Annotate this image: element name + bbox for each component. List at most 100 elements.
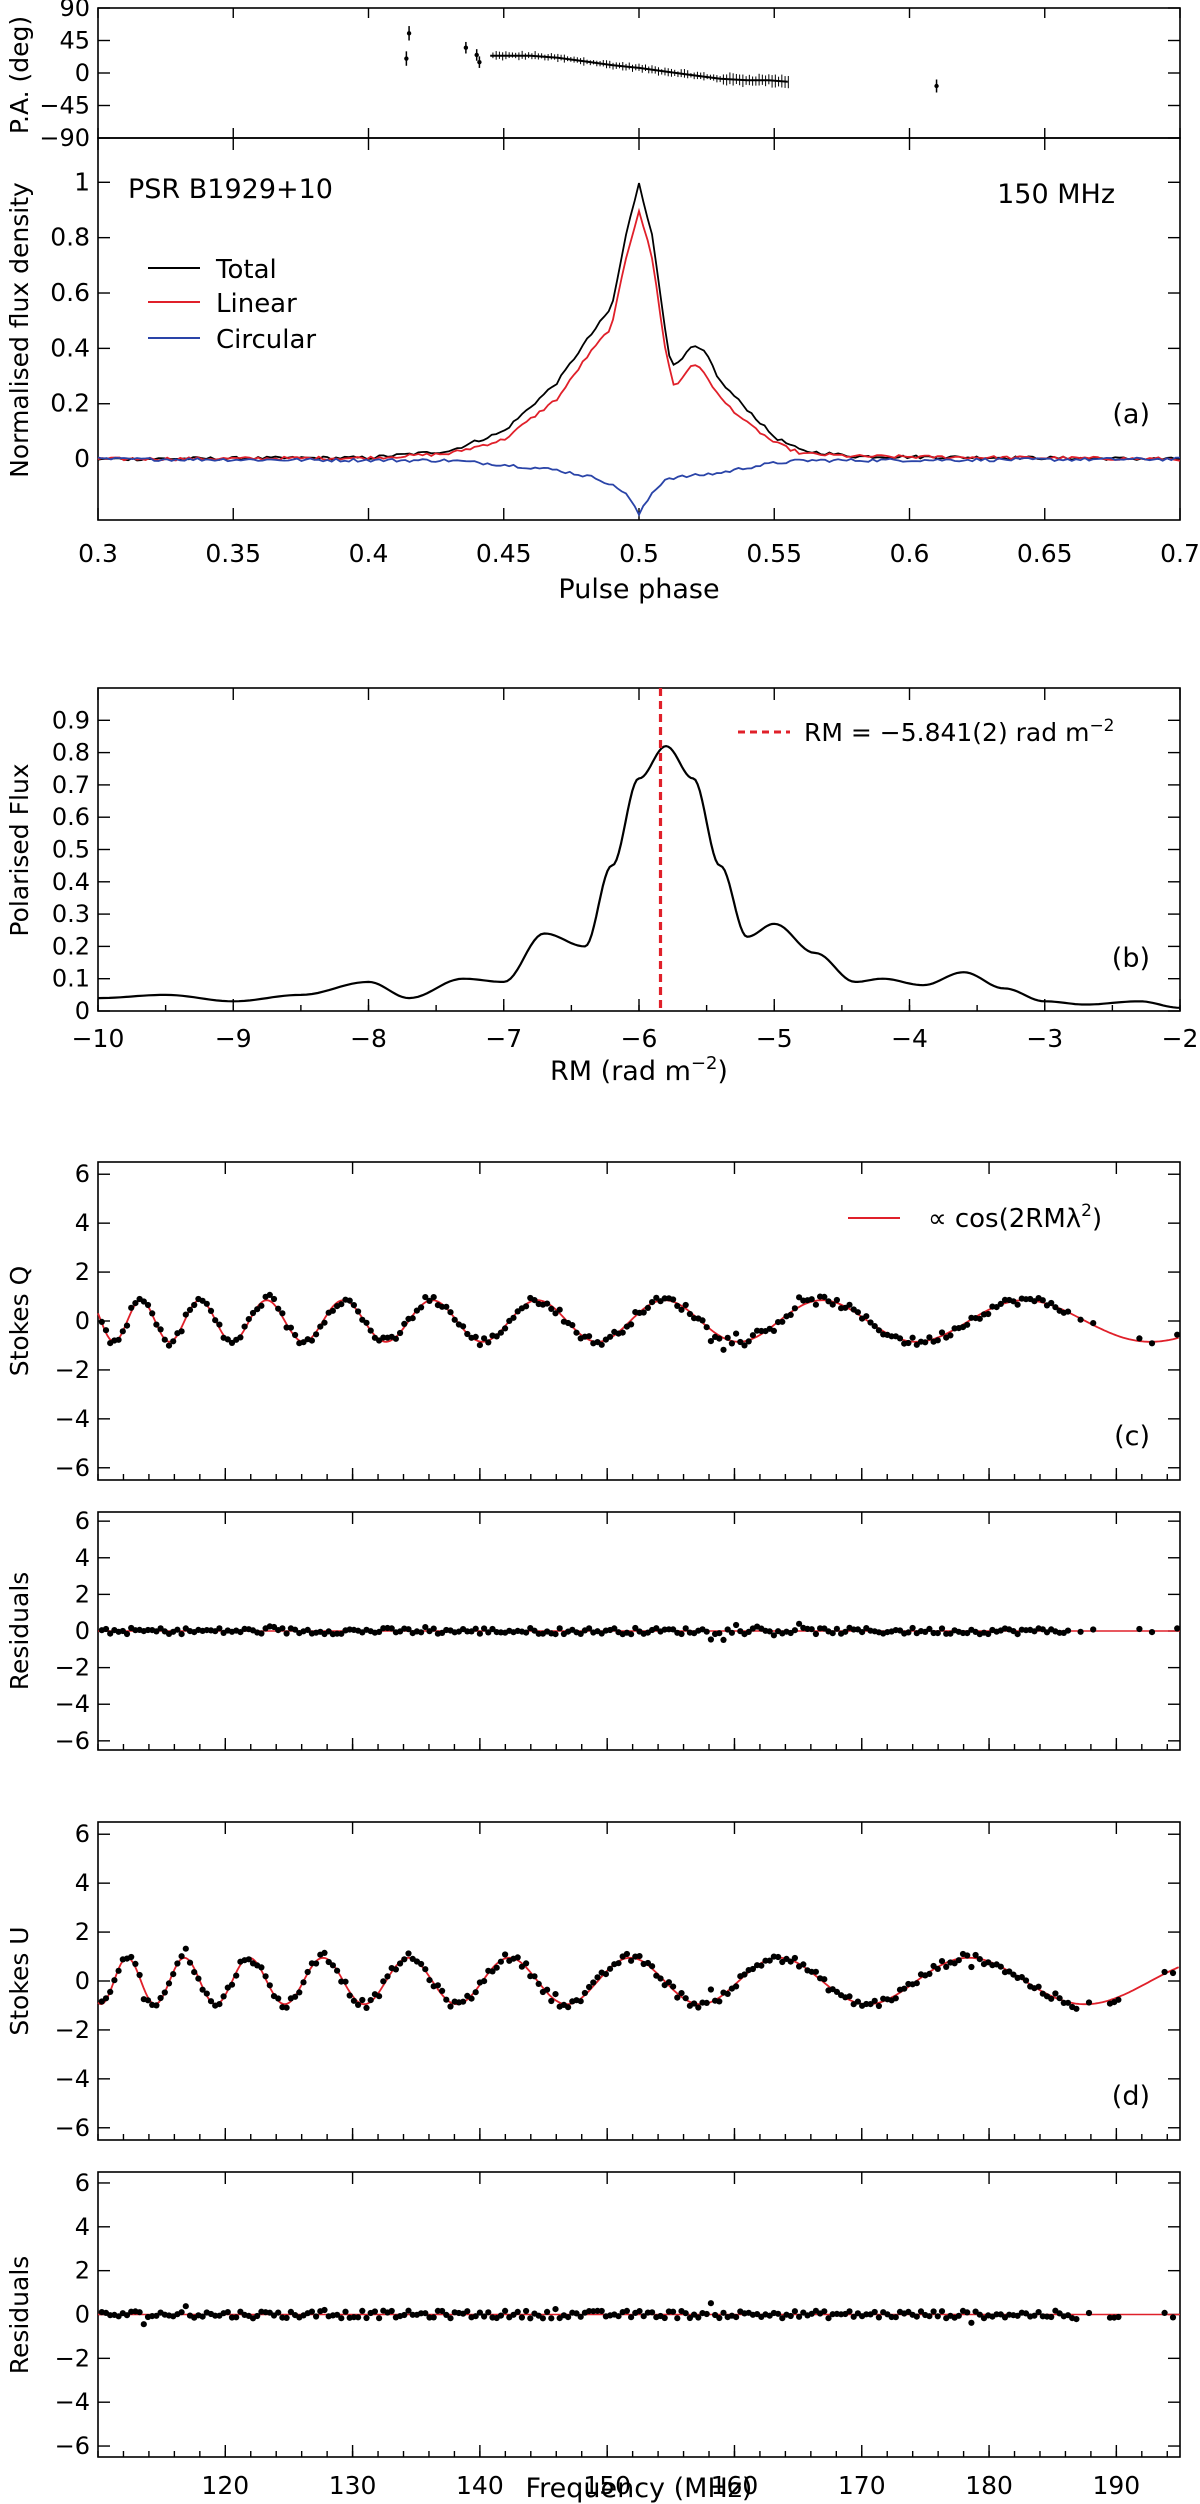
stokes-u-data-point	[682, 1995, 689, 2002]
q-residuals-ytick-label: 0	[75, 1617, 90, 1645]
q-residuals-ytick-label: 2	[75, 1580, 90, 1608]
q-residuals-data-point	[926, 1625, 933, 1632]
stokes-u-ytick-label: −2	[55, 2016, 90, 2044]
u-residuals-ytick-label: 4	[75, 2213, 90, 2241]
pa-ylabel: P.A. (deg)	[5, 16, 34, 134]
pa-point	[474, 52, 479, 58]
q-residuals-data-point	[670, 1626, 677, 1633]
stokes-q-data-point	[926, 1334, 933, 1341]
u-residuals-data-point	[497, 2312, 504, 2319]
stokes-u-data-point	[468, 1995, 475, 2002]
stokes-u-data-point	[1169, 1969, 1177, 1977]
u-residuals-data-point	[875, 2314, 883, 2321]
stokes-q-data-point	[237, 1334, 244, 1341]
q-residuals-data-point	[766, 1628, 773, 1635]
stokes-u-data-point	[266, 1982, 273, 1989]
stokes-u-data-point	[355, 2001, 362, 2008]
u-residuals-data-point	[485, 2309, 492, 2316]
rm-ylabel: Polarised Flux	[5, 763, 34, 936]
stokes-u-ytick-label: 4	[75, 1869, 90, 1897]
u-residuals-data-point	[502, 2307, 509, 2314]
stokes-q-data-point	[1039, 1297, 1046, 1304]
u-residuals-xtick-label: 190	[1092, 2471, 1140, 2500]
u-residuals-data-point	[363, 2314, 370, 2322]
stokes-q-data-point	[741, 1342, 748, 1349]
u-residuals-data-point	[917, 2308, 925, 2315]
stokes-u-data-point	[535, 1980, 542, 1987]
pa-point	[477, 59, 482, 65]
stokes-q-data-point	[165, 1342, 173, 1349]
stokes-q-data-point	[270, 1295, 278, 1303]
stokes-q-data-point	[749, 1332, 757, 1339]
q-residuals-data-point	[388, 1625, 395, 1632]
u-residuals-data-point	[791, 2308, 799, 2315]
u-residuals-data-point	[523, 2307, 530, 2315]
stokes-u-data-point	[871, 1997, 878, 2004]
u-residuals-data-point	[1161, 2309, 1168, 2316]
profile-ytick-label: 1	[74, 167, 90, 196]
stokes-q-data-point	[531, 1297, 538, 1304]
u-residuals-xtick-label: 170	[838, 2471, 886, 2500]
q-residuals-data-point	[174, 1626, 181, 1633]
legend-linear-label: Linear	[216, 289, 297, 319]
stokes-q-data-point	[598, 1341, 605, 1348]
stokes-q-data-point	[123, 1322, 131, 1329]
u-residuals-data-point	[695, 2314, 702, 2321]
pa-point	[934, 83, 939, 89]
profile-xtick-label: 0.7	[1160, 539, 1200, 568]
profile-ytick-label: 0.6	[50, 278, 90, 307]
u-residuals-ytick-label: −4	[55, 2388, 90, 2416]
stokes-u-data-point	[926, 1970, 933, 1977]
stokes-q-data-point	[102, 1327, 110, 1334]
stokes-q-data-point	[418, 1304, 425, 1311]
stokes-q-data-point	[144, 1301, 152, 1309]
stokes-q-data-point	[249, 1309, 257, 1317]
q-residuals-data-point	[628, 1631, 635, 1638]
stokes-q-data-point	[128, 1304, 135, 1311]
q-residuals-data-point	[472, 1625, 479, 1632]
q-residuals-ytick-label: −6	[55, 1727, 90, 1755]
u-residuals-data-point	[577, 2313, 584, 2320]
stokes-u-data-point	[800, 1961, 807, 1968]
pa-ytick-label: 0	[75, 59, 90, 87]
stokes-q-data-point	[207, 1307, 215, 1314]
u-residuals-data-point	[447, 2315, 454, 2322]
q-residuals-data-point	[947, 1630, 954, 1637]
stokes-q-data-point	[392, 1335, 399, 1342]
stokes-q-data-point	[292, 1331, 299, 1339]
stokes-q-data-point	[997, 1300, 1004, 1307]
u-residuals-ytick-label: 2	[75, 2257, 90, 2285]
q-residuals-data-point	[178, 1631, 185, 1638]
u-residuals-data-point	[1031, 2312, 1038, 2319]
stokes-u-data-point	[955, 1957, 962, 1964]
q-residuals-data-point	[985, 1630, 992, 1638]
stokes-u-data-point	[334, 1967, 341, 1974]
stokes-q-data-point	[686, 1310, 694, 1318]
profile-xtick-label: 0.4	[349, 539, 389, 568]
stokes-u-data-point	[749, 1965, 757, 1973]
stokes-q-data-point	[724, 1334, 731, 1341]
u-residuals-data-point	[464, 2308, 471, 2315]
profile-ylabel: Normalised flux density	[5, 182, 34, 478]
stokes-u-data-point	[111, 1977, 118, 1984]
rm-xtick-label: −9	[215, 1024, 252, 1053]
u-residuals-xtick-label: 140	[456, 2471, 504, 2500]
u-residuals-data-point	[527, 2315, 534, 2322]
q-residuals-data-point	[292, 1626, 299, 1633]
stokes-u-data-point	[636, 1953, 643, 1960]
u-residuals-data-point	[476, 2309, 483, 2316]
stokes-q-data-point	[770, 1327, 778, 1334]
stokes-u-data-point	[350, 1997, 357, 2004]
stokes-u-data-point	[422, 1966, 429, 1973]
q-residuals-data-point	[796, 1620, 803, 1627]
u-residuals-data-point	[913, 2313, 920, 2320]
stokes-q-data-point	[846, 1301, 853, 1308]
stokes-q-data-point	[178, 1328, 185, 1335]
stokes-u-ytick-label: 6	[75, 1820, 90, 1848]
u-residuals-xtick-label: 130	[329, 2471, 377, 2500]
q-residuals-data-point	[1014, 1631, 1021, 1638]
stokes-u-data-point	[594, 1974, 601, 1981]
q-residuals-data-point	[1136, 1625, 1143, 1633]
stokes-q-data-point	[447, 1309, 454, 1316]
